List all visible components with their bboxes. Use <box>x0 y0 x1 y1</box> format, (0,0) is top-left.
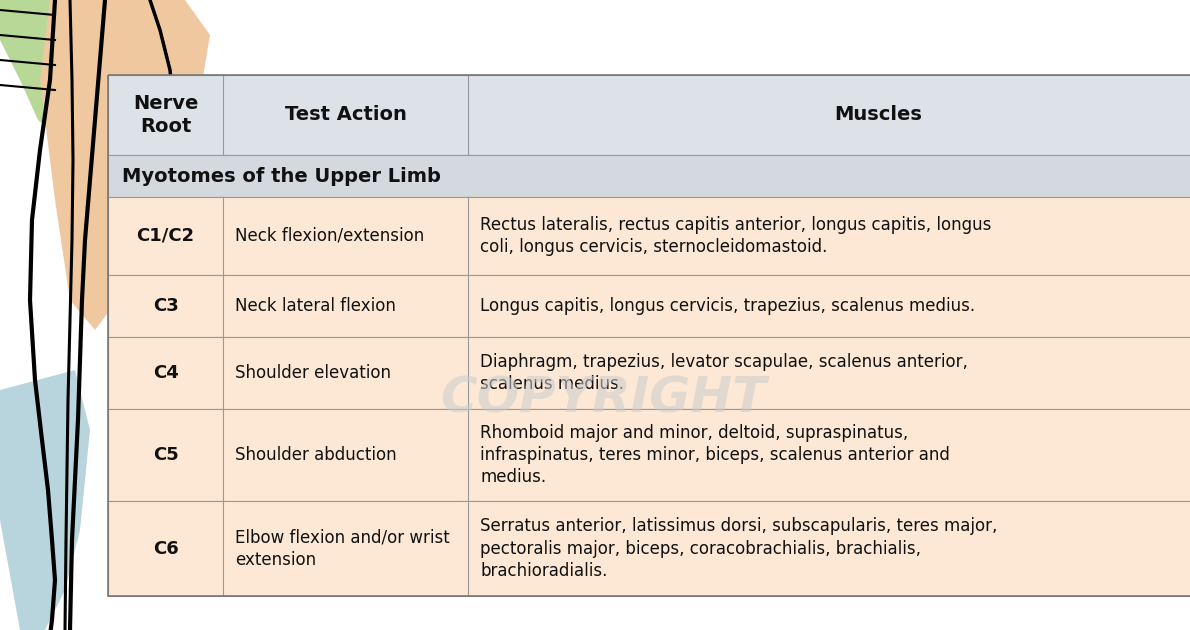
Text: Longus capitis, longus cervicis, trapezius, scalenus medius.: Longus capitis, longus cervicis, trapezi… <box>480 297 975 315</box>
Text: C4: C4 <box>152 364 178 382</box>
Text: COPYRIGHT: COPYRIGHT <box>440 374 766 422</box>
Text: Muscles: Muscles <box>834 105 922 125</box>
Text: Rhomboid major and minor, deltoid, supraspinatus,
infraspinatus, teres minor, bi: Rhomboid major and minor, deltoid, supra… <box>480 424 950 486</box>
Bar <box>108 155 1190 197</box>
Text: Test Action: Test Action <box>284 105 407 125</box>
Text: C3: C3 <box>152 297 178 315</box>
Polygon shape <box>0 370 90 630</box>
Text: Rectus lateralis, rectus capitis anterior, longus capitis, longus
coli, longus c: Rectus lateralis, rectus capitis anterio… <box>480 216 991 256</box>
Text: Shoulder abduction: Shoulder abduction <box>234 446 396 464</box>
Text: Elbow flexion and/or wrist
extension: Elbow flexion and/or wrist extension <box>234 529 450 569</box>
Bar <box>108 75 1190 596</box>
Bar <box>108 275 1190 337</box>
Text: C6: C6 <box>152 539 178 558</box>
Polygon shape <box>40 0 209 330</box>
Bar <box>108 337 1190 409</box>
Bar <box>108 501 1190 596</box>
Text: C5: C5 <box>152 446 178 464</box>
Text: Neck lateral flexion: Neck lateral flexion <box>234 297 396 315</box>
Text: Neck flexion/extension: Neck flexion/extension <box>234 227 425 245</box>
Text: Nerve
Root: Nerve Root <box>133 94 199 136</box>
Bar <box>108 75 1190 155</box>
Text: Serratus anterior, latissimus dorsi, subscapularis, teres major,
pectoralis majo: Serratus anterior, latissimus dorsi, sub… <box>480 517 997 580</box>
Text: Myotomes of the Upper Limb: Myotomes of the Upper Limb <box>123 166 440 185</box>
Text: Shoulder elevation: Shoulder elevation <box>234 364 392 382</box>
Text: Diaphragm, trapezius, levator scapulae, scalenus anterior,
scalenus medius.: Diaphragm, trapezius, levator scapulae, … <box>480 353 967 393</box>
Bar <box>108 409 1190 501</box>
Bar <box>108 197 1190 275</box>
Polygon shape <box>0 0 73 130</box>
Text: C1/C2: C1/C2 <box>137 227 194 245</box>
